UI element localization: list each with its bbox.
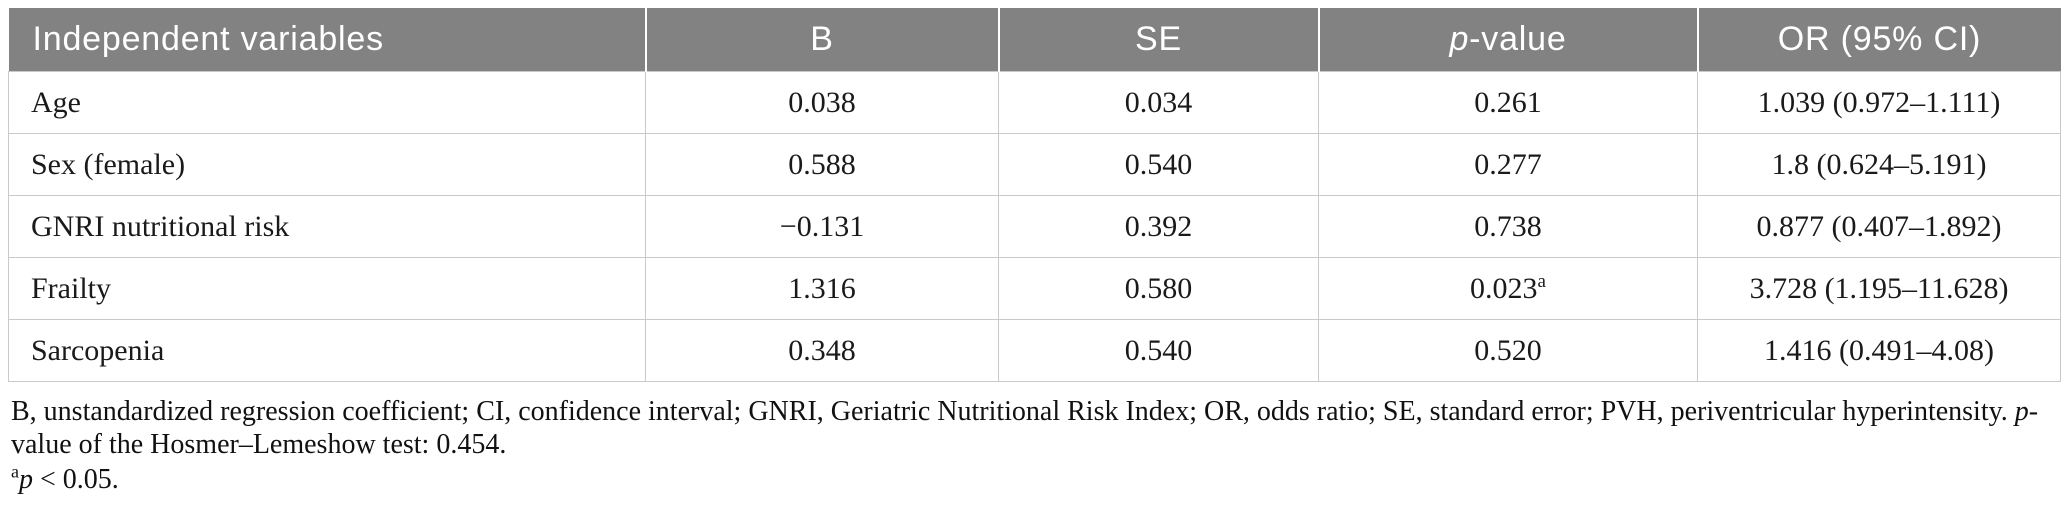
cell-se: 0.540 [998, 133, 1319, 196]
significance-text: < 0.05. [33, 464, 119, 495]
hosmer-text: -value of the Hosmer–Lemeshow test: 0.45… [11, 396, 2039, 460]
table-header-row: Independent variables B SE p-value OR (9… [8, 8, 2061, 72]
cell-p-value: 0.261 [1318, 71, 1698, 134]
significance-superscript: a [1537, 270, 1546, 292]
col-header-se: SE [997, 8, 1319, 72]
table-row-gnri: GNRI nutritional risk −0.131 0.392 0.738… [8, 195, 2061, 258]
cell-se: 0.580 [998, 257, 1319, 320]
p-value-text: 0.261 [1474, 85, 1542, 119]
cell-se: 0.540 [998, 319, 1319, 382]
cell-p-value: 0.023a [1318, 257, 1698, 320]
col-header-or-ci: OR (95% CI) [1696, 8, 2061, 72]
p-value-text: 0.023 [1470, 271, 1538, 305]
cell-or-ci: 1.8 (0.624–5.191) [1697, 133, 2061, 196]
col-header-b: B [644, 8, 999, 72]
cell-or-ci: 1.039 (0.972–1.111) [1697, 71, 2061, 134]
cell-variable: GNRI nutritional risk [8, 195, 646, 258]
significance-italic-p: p [19, 464, 33, 495]
p-value-text: 0.738 [1474, 209, 1542, 243]
cell-variable: Sarcopenia [8, 319, 646, 382]
p-value-italic-p: p [1449, 20, 1470, 58]
cell-or-ci: 1.416 (0.491–4.08) [1697, 319, 2061, 382]
table-row-sarcopenia: Sarcopenia 0.348 0.540 0.520 1.416 (0.49… [8, 319, 2061, 382]
cell-variable: Frailty [8, 257, 646, 320]
p-value-rest: -value [1469, 20, 1567, 58]
col-header-p-value: p-value [1317, 8, 1698, 72]
cell-or-ci: 3.728 (1.195–11.628) [1697, 257, 2061, 320]
table-row-sex: Sex (female) 0.588 0.540 0.277 1.8 (0.62… [8, 133, 2061, 196]
significance-note: ap < 0.05. [11, 463, 2054, 496]
cell-se: 0.392 [998, 195, 1319, 258]
logistic-regression-table: Independent variables B SE p-value OR (9… [8, 8, 2061, 382]
table-row-frailty: Frailty 1.316 0.580 0.023a 3.728 (1.195–… [8, 257, 2061, 320]
cell-variable: Sex (female) [8, 133, 646, 196]
significance-note-superscript: a [11, 461, 19, 482]
cell-se: 0.034 [998, 71, 1319, 134]
p-value-text: 0.277 [1474, 147, 1542, 181]
cell-p-value: 0.738 [1318, 195, 1698, 258]
cell-b: 0.348 [645, 319, 999, 382]
cell-or-ci: 0.877 (0.407–1.892) [1697, 195, 2061, 258]
cell-p-value: 0.277 [1318, 133, 1698, 196]
abbreviations-note: B, unstandardized regression coefficient… [11, 395, 2054, 461]
col-header-independent-variables: Independent variables [8, 8, 646, 72]
cell-variable: Age [8, 71, 646, 134]
cell-b: 0.588 [645, 133, 999, 196]
cell-p-value: 0.520 [1318, 319, 1698, 382]
hosmer-italic-p: p [2014, 396, 2029, 427]
cell-b: −0.131 [645, 195, 999, 258]
table-footnotes: B, unstandardized regression coefficient… [8, 395, 2060, 496]
p-value-text: 0.520 [1474, 333, 1542, 367]
abbreviations-text: B, unstandardized regression coefficient… [11, 396, 2015, 427]
cell-b: 1.316 [645, 257, 999, 320]
cell-b: 0.038 [645, 71, 999, 134]
table-row-age: Age 0.038 0.034 0.261 1.039 (0.972–1.111… [8, 71, 2061, 134]
